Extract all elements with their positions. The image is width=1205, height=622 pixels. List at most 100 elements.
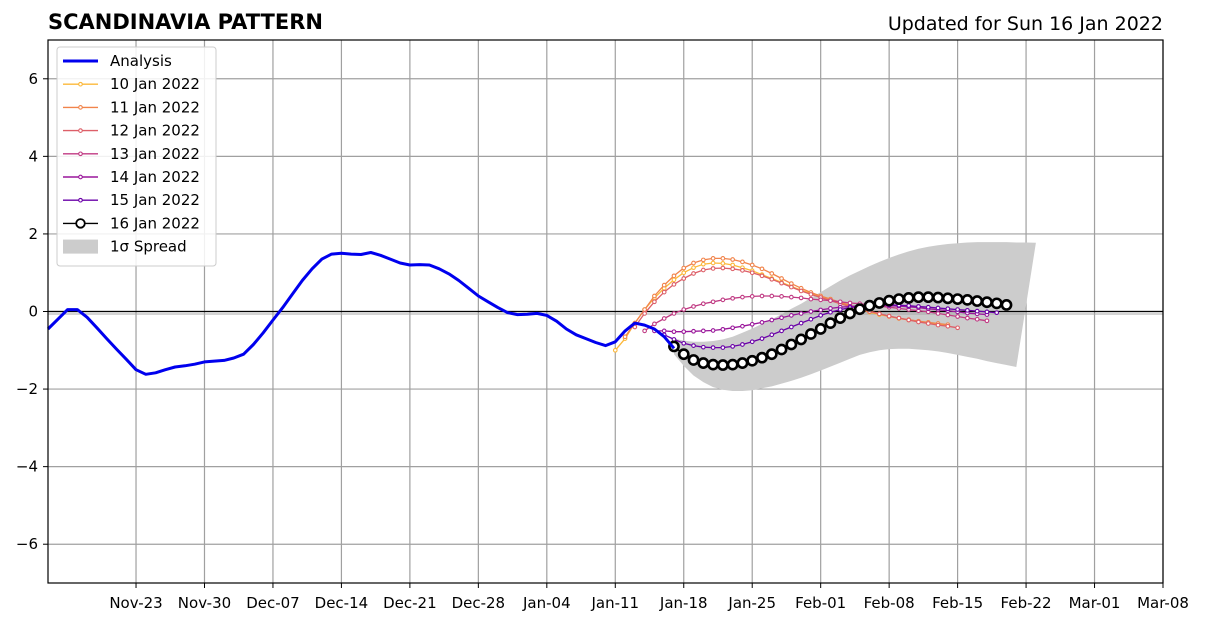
series-point (877, 311, 882, 317)
series-point (720, 256, 726, 261)
series-point (769, 317, 775, 323)
legend-marker (78, 81, 83, 87)
series-point (749, 339, 755, 345)
series-point (681, 276, 687, 281)
series-point (726, 358, 739, 371)
y-axis: −6 −4 −2 0 2 4 6 (16, 70, 48, 553)
series-point (779, 294, 784, 299)
series-point (622, 334, 628, 340)
series-point (990, 297, 1003, 310)
x-tick-label: Feb-01 (795, 594, 846, 612)
series-point (902, 292, 915, 304)
x-tick-label: Feb-22 (1001, 594, 1052, 612)
series-point (687, 354, 700, 366)
series-point (710, 328, 716, 333)
series-point (922, 291, 935, 304)
series-point (671, 273, 677, 279)
series-point (965, 315, 970, 321)
legend-marker (78, 174, 83, 180)
series-point (691, 271, 696, 276)
series-point (652, 321, 657, 327)
series-point (700, 261, 706, 267)
series-point (730, 262, 735, 268)
series-point (984, 318, 990, 324)
series-point (697, 357, 710, 369)
series-point (746, 354, 759, 367)
series-point (730, 325, 735, 331)
x-tick-label: Mar-08 (1137, 594, 1189, 612)
x-tick-label: Jan-18 (659, 594, 708, 612)
y-tick-label: 2 (28, 225, 38, 243)
series-point (710, 256, 716, 261)
series-point (828, 306, 833, 311)
series-point (749, 321, 755, 327)
series-point (740, 268, 745, 273)
series-point (798, 288, 804, 294)
series-point (798, 311, 804, 316)
series-point (661, 289, 667, 295)
x-tick-label: Mar-01 (1069, 594, 1121, 612)
x-tick-label: Nov-23 (109, 594, 162, 612)
series-point (642, 307, 647, 312)
series-point (730, 257, 735, 262)
series-point (808, 316, 814, 322)
series-point (808, 309, 814, 314)
series-point (700, 267, 706, 273)
series-point (785, 338, 798, 351)
series-point (844, 307, 856, 320)
series-point (906, 317, 912, 323)
series-point (828, 298, 833, 303)
series-point (916, 304, 921, 309)
series-point (700, 257, 706, 263)
legend-marker (78, 151, 83, 157)
series-point (818, 313, 824, 318)
series-point (945, 312, 951, 318)
series-point (730, 266, 735, 272)
series-point (971, 295, 984, 307)
series-point (759, 273, 765, 279)
series-point (759, 293, 765, 299)
legend-marker (78, 105, 83, 110)
series-point (798, 295, 804, 301)
y-tick-label: 0 (28, 303, 38, 321)
series-point (691, 304, 696, 309)
series-point (749, 294, 755, 299)
series-point (691, 328, 696, 334)
legend-entry: 13 Jan 2022 (63, 145, 200, 163)
series-point (677, 348, 690, 361)
series-point (981, 296, 993, 309)
series-point (941, 292, 954, 305)
series-point (779, 280, 784, 286)
series-point (935, 311, 941, 316)
series-point (896, 315, 902, 321)
series-point (965, 307, 970, 313)
series-point (681, 265, 687, 271)
series-point (873, 297, 886, 309)
legend-entry: 12 Jan 2022 (63, 122, 200, 140)
series-point (925, 304, 931, 310)
series-point (818, 307, 824, 313)
series-point (945, 323, 951, 329)
y-tick-label: 6 (28, 70, 38, 88)
series-point (710, 345, 716, 350)
series-point (740, 342, 745, 347)
series-point (925, 321, 931, 326)
series-point (642, 328, 647, 334)
series-point (788, 284, 794, 290)
series-point (720, 265, 726, 271)
series-point (720, 261, 726, 266)
series-point (788, 324, 794, 330)
series-point (814, 323, 827, 335)
series-point (716, 359, 729, 371)
series-point (720, 297, 726, 303)
series-point (765, 348, 778, 361)
series-point (912, 291, 925, 304)
legend-label: 14 Jan 2022 (110, 168, 200, 186)
legend-label: 12 Jan 2022 (110, 122, 200, 140)
series-point (710, 299, 716, 305)
series-point (955, 314, 960, 319)
series-point (994, 310, 1000, 316)
series-point (961, 293, 974, 306)
series-point (691, 265, 696, 271)
